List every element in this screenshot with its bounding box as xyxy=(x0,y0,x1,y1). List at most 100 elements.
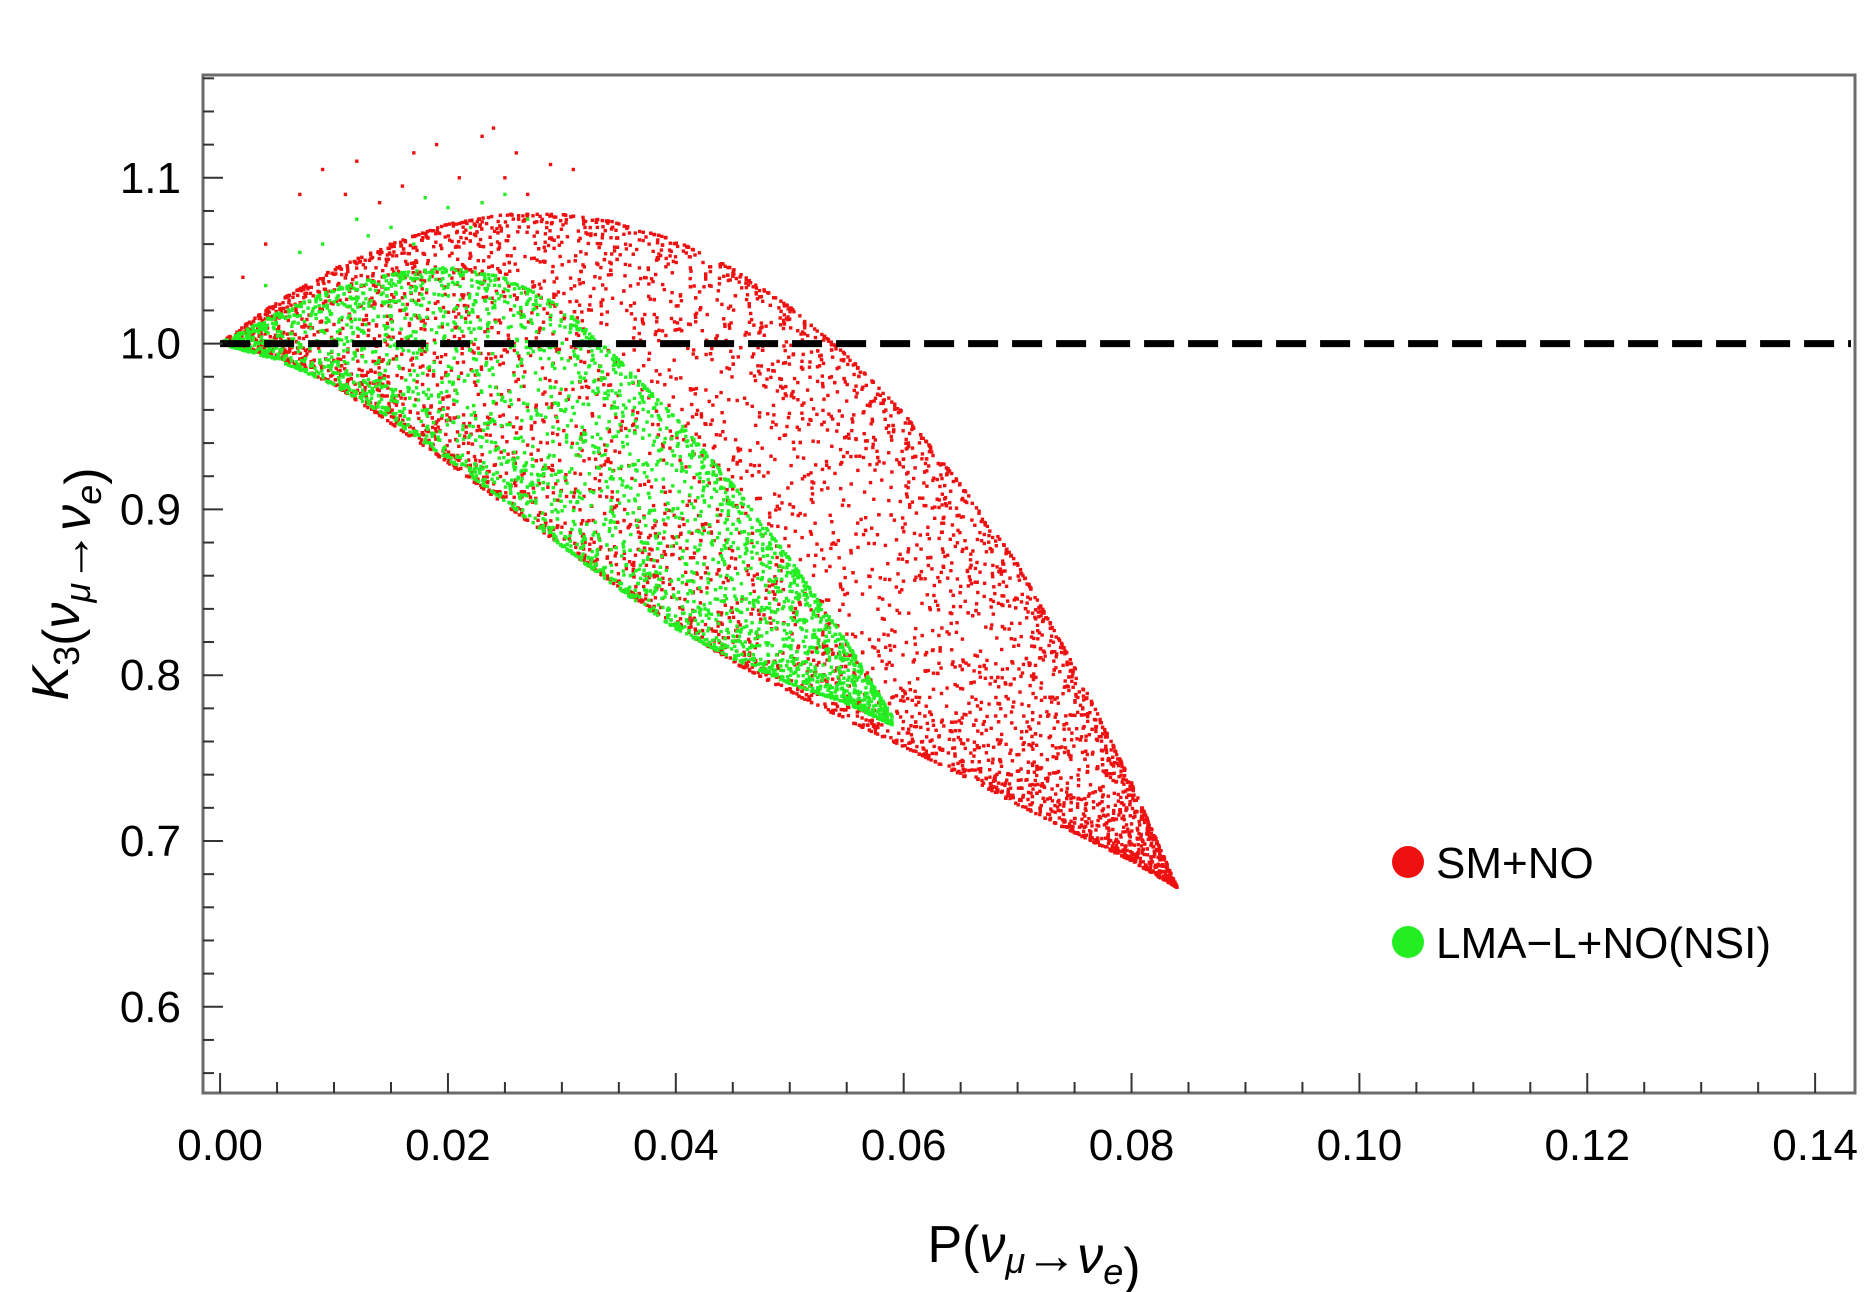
point xyxy=(826,393,830,398)
point xyxy=(959,515,963,519)
point xyxy=(435,270,439,274)
point xyxy=(1098,786,1102,790)
point xyxy=(901,516,905,520)
point xyxy=(931,453,935,458)
point xyxy=(1139,832,1143,837)
point xyxy=(582,459,586,463)
point xyxy=(612,249,617,253)
point xyxy=(889,434,893,439)
point xyxy=(615,520,620,524)
point xyxy=(993,591,997,596)
point xyxy=(358,259,363,263)
point xyxy=(1068,808,1072,812)
point xyxy=(730,375,734,379)
point xyxy=(863,528,868,532)
point xyxy=(958,591,962,595)
point xyxy=(597,377,601,382)
point xyxy=(1043,695,1047,700)
point xyxy=(396,269,401,274)
point xyxy=(394,420,399,425)
point xyxy=(922,481,926,485)
point xyxy=(1106,794,1110,798)
point xyxy=(609,236,613,240)
point xyxy=(1141,860,1145,864)
point xyxy=(883,680,888,684)
point xyxy=(1038,809,1042,814)
point xyxy=(904,640,909,645)
point xyxy=(516,377,520,382)
point xyxy=(443,456,447,461)
point xyxy=(811,407,816,411)
point xyxy=(1124,823,1129,827)
point xyxy=(1149,843,1153,848)
point xyxy=(1081,812,1086,816)
point xyxy=(294,309,298,313)
point xyxy=(599,464,603,468)
point xyxy=(419,352,424,356)
point xyxy=(994,539,998,543)
point xyxy=(689,269,693,273)
point xyxy=(616,572,621,576)
point xyxy=(821,629,825,634)
point xyxy=(955,621,959,625)
point xyxy=(484,356,489,361)
point xyxy=(405,302,409,307)
point xyxy=(1046,776,1050,780)
point xyxy=(795,425,799,429)
point xyxy=(864,383,868,388)
point xyxy=(1077,690,1081,694)
point xyxy=(623,242,628,246)
point xyxy=(649,231,653,235)
point xyxy=(1083,814,1087,818)
point xyxy=(510,501,514,506)
point xyxy=(1023,576,1027,581)
point xyxy=(682,438,686,442)
point xyxy=(951,660,955,664)
point xyxy=(647,282,651,286)
point xyxy=(1089,703,1094,707)
point xyxy=(529,452,533,456)
point xyxy=(1073,713,1077,718)
point xyxy=(849,551,853,555)
point xyxy=(652,233,657,237)
point xyxy=(417,298,421,302)
point xyxy=(502,262,506,266)
point xyxy=(1103,771,1107,775)
point xyxy=(854,384,858,388)
point xyxy=(951,593,955,597)
point xyxy=(920,452,925,456)
point xyxy=(1136,828,1140,832)
point xyxy=(709,578,713,582)
point xyxy=(577,303,582,307)
point xyxy=(646,267,651,272)
point xyxy=(487,352,491,356)
point xyxy=(448,238,452,242)
point xyxy=(1051,755,1055,759)
point xyxy=(371,274,375,278)
point xyxy=(710,418,714,422)
point xyxy=(1128,803,1132,807)
point xyxy=(362,283,366,288)
point xyxy=(892,644,897,649)
point xyxy=(329,301,333,305)
point xyxy=(408,425,412,429)
point xyxy=(374,284,378,288)
point xyxy=(911,426,916,430)
point xyxy=(1027,583,1031,587)
point xyxy=(531,486,535,490)
point xyxy=(784,394,788,398)
point xyxy=(573,487,578,491)
point xyxy=(595,241,600,246)
point xyxy=(1089,699,1094,704)
point xyxy=(545,311,550,315)
point xyxy=(903,692,907,696)
point xyxy=(699,415,704,419)
point xyxy=(755,572,759,576)
point xyxy=(564,221,568,225)
point xyxy=(893,678,897,682)
point xyxy=(392,415,396,420)
point xyxy=(931,628,935,633)
point xyxy=(609,460,613,465)
point xyxy=(963,599,967,603)
point xyxy=(1121,830,1125,834)
